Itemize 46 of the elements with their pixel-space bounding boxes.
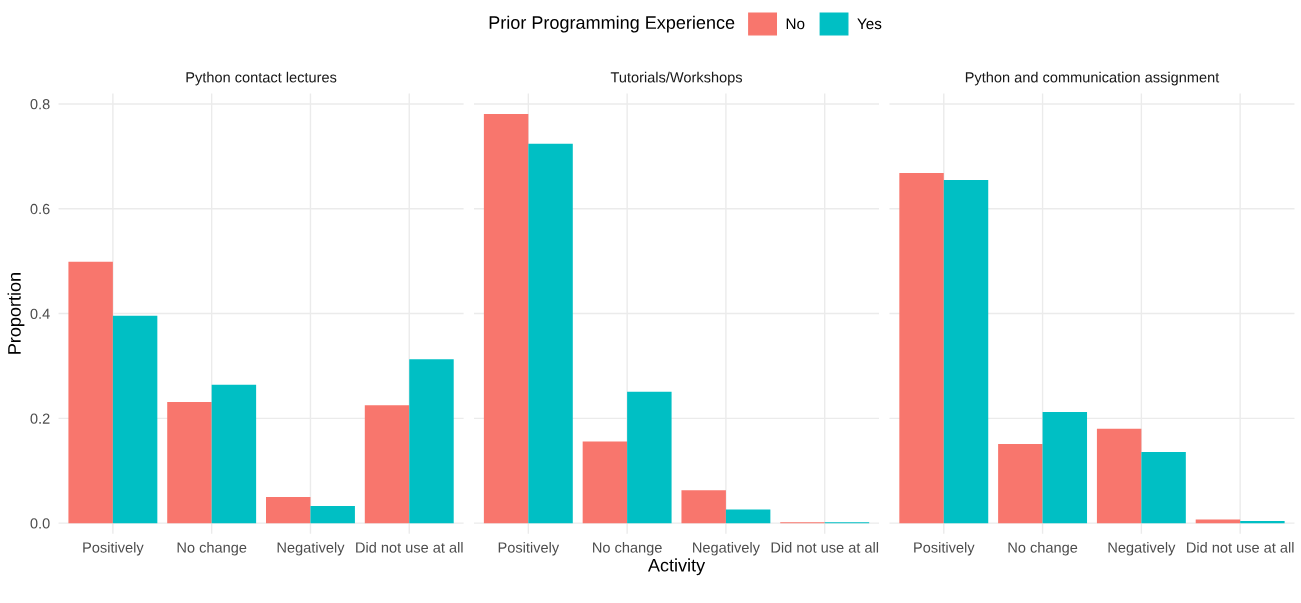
x-tick-label: Did not use at all: [771, 541, 879, 553]
bar: [582, 441, 628, 524]
y-tick-label: 0.4: [30, 308, 50, 319]
chart-title: Python and communication assignment: [965, 71, 1220, 86]
bar: [266, 496, 311, 524]
bar: [364, 405, 410, 524]
bar: [1096, 428, 1142, 524]
x-tick-label: Positively: [498, 541, 560, 556]
legend-label: No: [786, 18, 805, 30]
x-tick-label: Did not use at all: [1187, 541, 1294, 553]
bar: [310, 505, 355, 524]
x-tick-label: No change: [177, 541, 247, 556]
bar: [409, 359, 454, 524]
bar: [627, 391, 672, 524]
x-tick-label: Negatively: [693, 541, 760, 556]
bar: [1141, 451, 1186, 524]
x-tick-label: Did not use at all: [356, 541, 463, 553]
bar: [899, 173, 944, 524]
bar: [112, 315, 158, 524]
bar: [1042, 412, 1088, 524]
x-tick-label: No change: [1008, 541, 1078, 556]
y-tick-label: 0.8: [30, 99, 50, 110]
chart-title: Tutorials/Workshops: [610, 71, 743, 86]
bar: [1240, 521, 1285, 524]
y-axis-title: Proportion: [7, 273, 25, 354]
y-tick-label: 0.6: [30, 203, 50, 215]
x-tick-label: No change: [593, 541, 662, 556]
bar: [483, 113, 529, 524]
bar: [68, 261, 113, 524]
legend-title: Prior Programming Experience: [489, 15, 735, 33]
bar: [211, 384, 257, 524]
bar: [528, 143, 573, 524]
y-tick-label: 0.0: [30, 518, 50, 529]
x-tick-label: Positively: [83, 541, 144, 556]
x-tick-label: Positively: [914, 541, 975, 556]
legend-label: Yes: [857, 18, 882, 30]
x-tick-label: Negatively: [277, 541, 345, 556]
bar: [725, 509, 771, 524]
x-tick-label: Negatively: [1108, 541, 1176, 556]
y-tick-label: 0.2: [30, 413, 50, 424]
bar: [681, 490, 726, 524]
bar: [998, 444, 1043, 524]
bar: [943, 179, 989, 524]
chart-title: Python contact lectures: [186, 71, 337, 86]
bar: [167, 402, 212, 524]
x-axis-title: Activity: [647, 558, 706, 576]
